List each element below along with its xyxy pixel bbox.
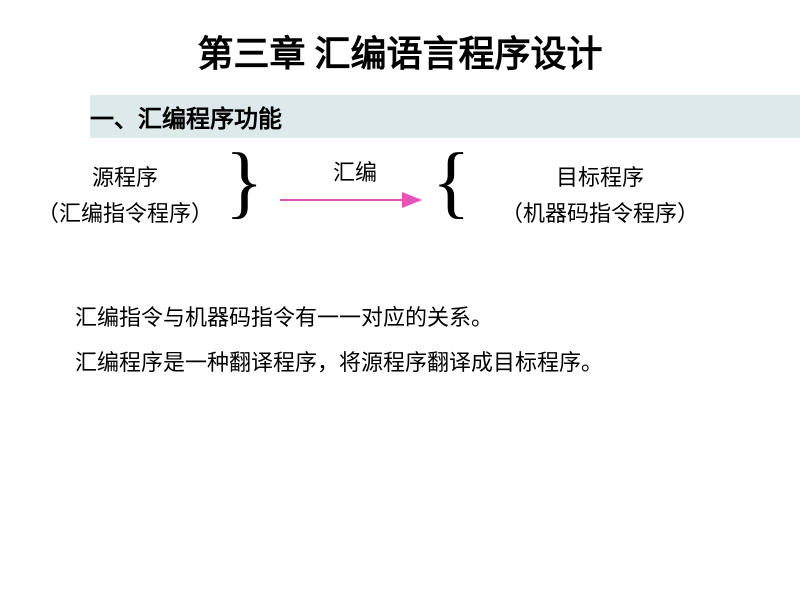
- section-header: 一、汇编程序功能: [90, 95, 800, 138]
- target-line2: （机器码指令程序）: [480, 196, 720, 228]
- body-line1: 汇编指令与机器码指令有一一对应的关系。: [75, 300, 493, 332]
- left-brace: }: [225, 142, 263, 222]
- source-line2: （汇编指令程序）: [25, 196, 225, 228]
- right-brace: {: [432, 142, 470, 222]
- source-line1: 源程序: [25, 160, 225, 192]
- body-line2: 汇编程序是一种翻译程序，将源程序翻译成目标程序。: [75, 345, 603, 377]
- arrow-label: 汇编: [333, 155, 377, 187]
- chapter-title: 第三章 汇编语言程序设计: [0, 25, 800, 77]
- target-line1: 目标程序: [480, 160, 720, 192]
